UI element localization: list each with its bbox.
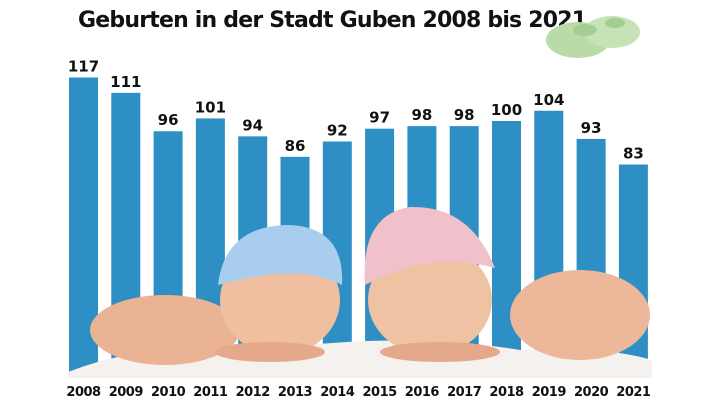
data-label: 98 — [411, 106, 432, 124]
data-label: 97 — [369, 109, 390, 127]
data-label: 111 — [110, 73, 141, 91]
x-tick-label: 2021 — [616, 385, 651, 400]
babies-illustration — [68, 206, 652, 378]
data-label: 93 — [581, 119, 602, 137]
x-tick-label: 2009 — [109, 385, 144, 400]
bar-2018 — [492, 121, 521, 372]
x-tick-label: 2015 — [363, 385, 398, 400]
blue-hat — [218, 225, 343, 285]
x-tick-label: 2020 — [574, 385, 609, 400]
x-tick-label: 2012 — [236, 385, 270, 400]
x-tick-label: 2016 — [405, 385, 440, 400]
booties-image — [546, 16, 640, 58]
chart-title: Geburten in der Stadt Guben 2008 bis 202… — [78, 8, 587, 33]
data-label: 104 — [533, 91, 564, 109]
x-tick-label: 2018 — [489, 385, 524, 400]
x-tick-label: 2008 — [66, 385, 101, 400]
data-label: 86 — [285, 137, 306, 155]
data-label: 117 — [68, 57, 99, 75]
x-tick-label: 2011 — [193, 385, 228, 400]
data-label: 83 — [623, 145, 644, 163]
data-label: 101 — [195, 98, 226, 116]
x-tick-label: 2013 — [278, 385, 313, 400]
data-label: 94 — [242, 116, 263, 134]
x-tick-label: 2019 — [532, 385, 567, 400]
pink-hat — [364, 206, 495, 285]
x-tick-label: 2017 — [447, 385, 482, 400]
data-label: 100 — [491, 101, 522, 119]
data-label: 98 — [454, 106, 475, 124]
data-label: 92 — [327, 121, 348, 139]
x-tick-label: 2010 — [151, 385, 186, 400]
x-tick-label: 2014 — [320, 385, 355, 400]
data-label: 96 — [158, 111, 179, 129]
